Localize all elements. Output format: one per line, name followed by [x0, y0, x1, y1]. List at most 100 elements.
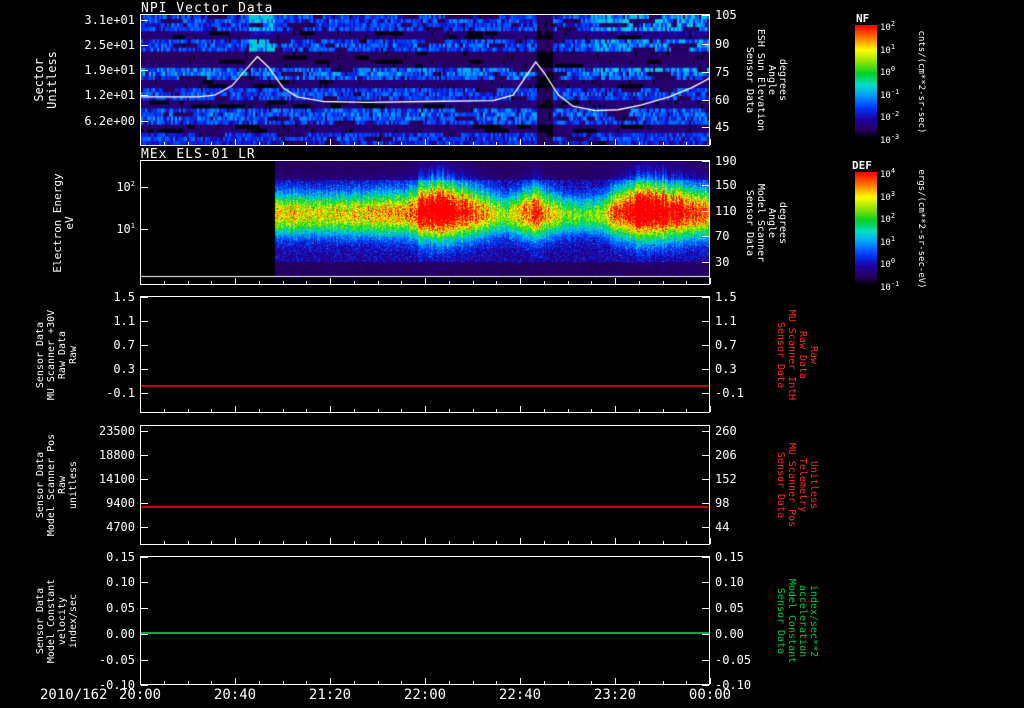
time-tick-mark [163, 541, 165, 544]
colorbar-tick-label: 10-3 [880, 133, 900, 146]
right-tick-label: 30 [715, 254, 730, 269]
time-tick-mark [615, 678, 616, 684]
time-tick-mark [377, 541, 379, 544]
y-tick-mark [141, 582, 148, 584]
y-tick-mark [141, 431, 148, 432]
time-tick-mark [235, 678, 236, 684]
time-tick-mark [140, 538, 141, 544]
time-tick-mark [591, 409, 593, 412]
time-tick-mark [638, 681, 640, 684]
panel2-title: MEx ELS-01 LR [141, 147, 256, 162]
right-tick-label: 98 [715, 496, 730, 510]
time-tick-mark [662, 541, 664, 544]
right-tick-mark [702, 634, 709, 636]
time-tick-mark [662, 681, 664, 684]
colorbar-tick-label: 104 [880, 167, 896, 180]
x-tick-2240: 22:40 [498, 687, 542, 703]
y-tick-mark [141, 345, 148, 347]
time-tick-mark [163, 142, 165, 145]
time-tick-mark [543, 681, 545, 684]
time-tick-mark [591, 142, 593, 145]
time-tick-mark [591, 281, 593, 284]
time-tick-mark [638, 541, 640, 544]
x-tick-2000: 20:00 [118, 687, 162, 703]
time-tick-mark [235, 278, 236, 284]
right-tick-label: 0.10 [715, 575, 744, 590]
y-tick-mark [141, 120, 148, 122]
time-tick-mark [496, 281, 498, 284]
right-axis-label: Unitless Telemetry MU Scanner Pos Sensor… [775, 442, 819, 528]
npi-plot-area [140, 14, 710, 146]
time-tick-mark [140, 678, 141, 684]
time-tick-mark [425, 678, 426, 684]
time-tick-mark [377, 281, 379, 284]
right-tick-label: 190 [715, 153, 737, 168]
right-tick-label: 150 [715, 178, 737, 192]
right-tick-label: 105 [715, 8, 737, 23]
right-tick-mark [702, 369, 709, 370]
right-tick-mark [702, 455, 709, 456]
time-tick-mark [353, 142, 355, 145]
time-tick-mark [448, 541, 450, 544]
right-axis-label: index/sec**2 acceleration Model Constant… [775, 578, 819, 663]
time-tick-mark [520, 538, 521, 544]
x-tick-2120: 21:20 [308, 687, 352, 703]
time-tick-mark [258, 142, 260, 145]
time-tick-mark [591, 541, 593, 544]
y-tick-label: 14100 [98, 472, 135, 486]
time-tick-mark [163, 681, 165, 684]
right-tick-mark [702, 479, 709, 480]
time-tick-mark [662, 409, 664, 412]
right-tick-label: 0.3 [715, 362, 737, 376]
time-tick-mark [520, 278, 521, 284]
right-tick-label: -0.10 [715, 678, 752, 692]
y-tick-label: -0.10 [98, 678, 135, 692]
right-tick-label: -0.1 [715, 385, 744, 400]
time-tick-mark [710, 406, 711, 412]
npi-spectrogram-canvas [141, 15, 709, 145]
time-tick-mark [615, 139, 616, 145]
y-tick-label: 9400 [106, 496, 135, 510]
time-tick-mark [306, 541, 308, 544]
model-scanner-pos-plot-area [140, 425, 710, 545]
time-tick-mark [638, 142, 640, 145]
y-tick-label: 1.2e+01 [84, 88, 135, 103]
y-tick-label: 0.10 [106, 575, 135, 590]
panel1-title: NPI Vector Data [141, 1, 274, 16]
right-tick-mark [702, 15, 709, 17]
time-tick-mark [686, 281, 688, 284]
y-tick-label: 3.1e+01 [84, 12, 135, 27]
colorbar-tick-label: 103 [880, 189, 896, 203]
mu-scanner-30v-plot-area [140, 296, 710, 413]
right-tick-mark [702, 392, 709, 394]
time-tick-mark [282, 142, 284, 145]
time-tick-mark [306, 281, 308, 284]
time-tick-mark [425, 406, 426, 412]
y-axis-label: Sector Unitless [32, 51, 59, 109]
right-tick-mark [702, 297, 709, 299]
right-tick-mark [702, 659, 709, 661]
y-tick-label: 1.5 [113, 290, 135, 305]
time-tick-mark [710, 538, 711, 544]
model-scanner-pos-line [141, 505, 709, 508]
y-tick-mark [141, 69, 148, 71]
nf-colorbar-title: NF [856, 12, 870, 25]
y-tick-mark [141, 321, 148, 323]
y-tick-label: 4700 [106, 520, 135, 534]
x-tick-0000: 00:00 [688, 687, 732, 703]
time-tick-mark [306, 409, 308, 412]
time-tick-mark [401, 142, 403, 145]
time-tick-mark [472, 281, 474, 284]
time-tick-mark [662, 281, 664, 284]
time-tick-mark [425, 278, 426, 284]
def-colorbar-title: DEF [852, 159, 872, 172]
time-tick-mark [543, 281, 545, 284]
time-tick-mark [282, 681, 284, 684]
time-tick-mark [448, 142, 450, 145]
right-tick-label: 60 [715, 92, 730, 107]
time-tick-mark [235, 406, 236, 412]
y-tick-mark [141, 659, 148, 661]
time-tick-mark [710, 139, 711, 145]
colorbar-tick-label: 10-1 [880, 87, 900, 101]
y-tick-label: 102 [116, 180, 135, 194]
